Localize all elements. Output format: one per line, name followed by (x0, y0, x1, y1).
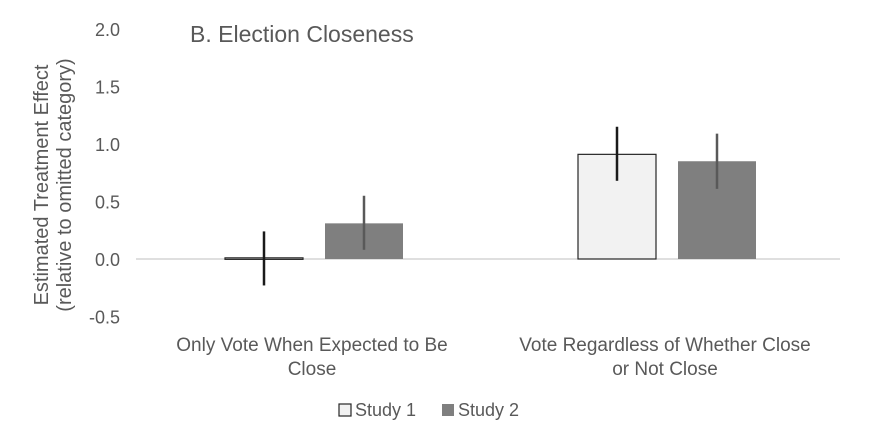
legend-label-study-2: Study 2 (458, 400, 519, 420)
legend-swatch-study-2 (442, 404, 454, 416)
error-bars (262, 126, 719, 286)
category-label: or Not Close (612, 359, 718, 380)
legend-label-study-1: Study 1 (355, 400, 416, 420)
y-tick-label: 1.0 (95, 135, 120, 155)
y-tick-label: -0.5 (89, 308, 120, 328)
y-axis-label: Estimated Treatment Effect (relative to … (31, 58, 76, 311)
y-tick-label: 2.0 (95, 20, 120, 40)
category-labels: Only Vote When Expected to Be Close Vote R… (176, 335, 810, 380)
y-tick-label: 0.0 (95, 250, 120, 270)
chart-title: B. Election Closeness (190, 21, 414, 47)
y-axis-label-line-2: (relative to omitted category) (54, 58, 76, 311)
bars (224, 153, 756, 260)
legend: Study 1 Study 2 (338, 400, 519, 420)
y-tick-label: 1.5 (95, 78, 120, 98)
legend-swatch-study-1 (338, 403, 352, 417)
y-tick-label: 0.5 (95, 193, 120, 213)
category-label: Close (288, 359, 337, 380)
y-axis-ticks: 2.0 1.5 1.0 0.5 0.0 -0.5 (89, 20, 120, 328)
category-label: Vote Regardless of Whether Close (519, 335, 811, 356)
category-label: Only Vote When Expected to Be (176, 335, 447, 356)
y-axis-label-line-1: Estimated Treatment Effect (31, 64, 53, 305)
